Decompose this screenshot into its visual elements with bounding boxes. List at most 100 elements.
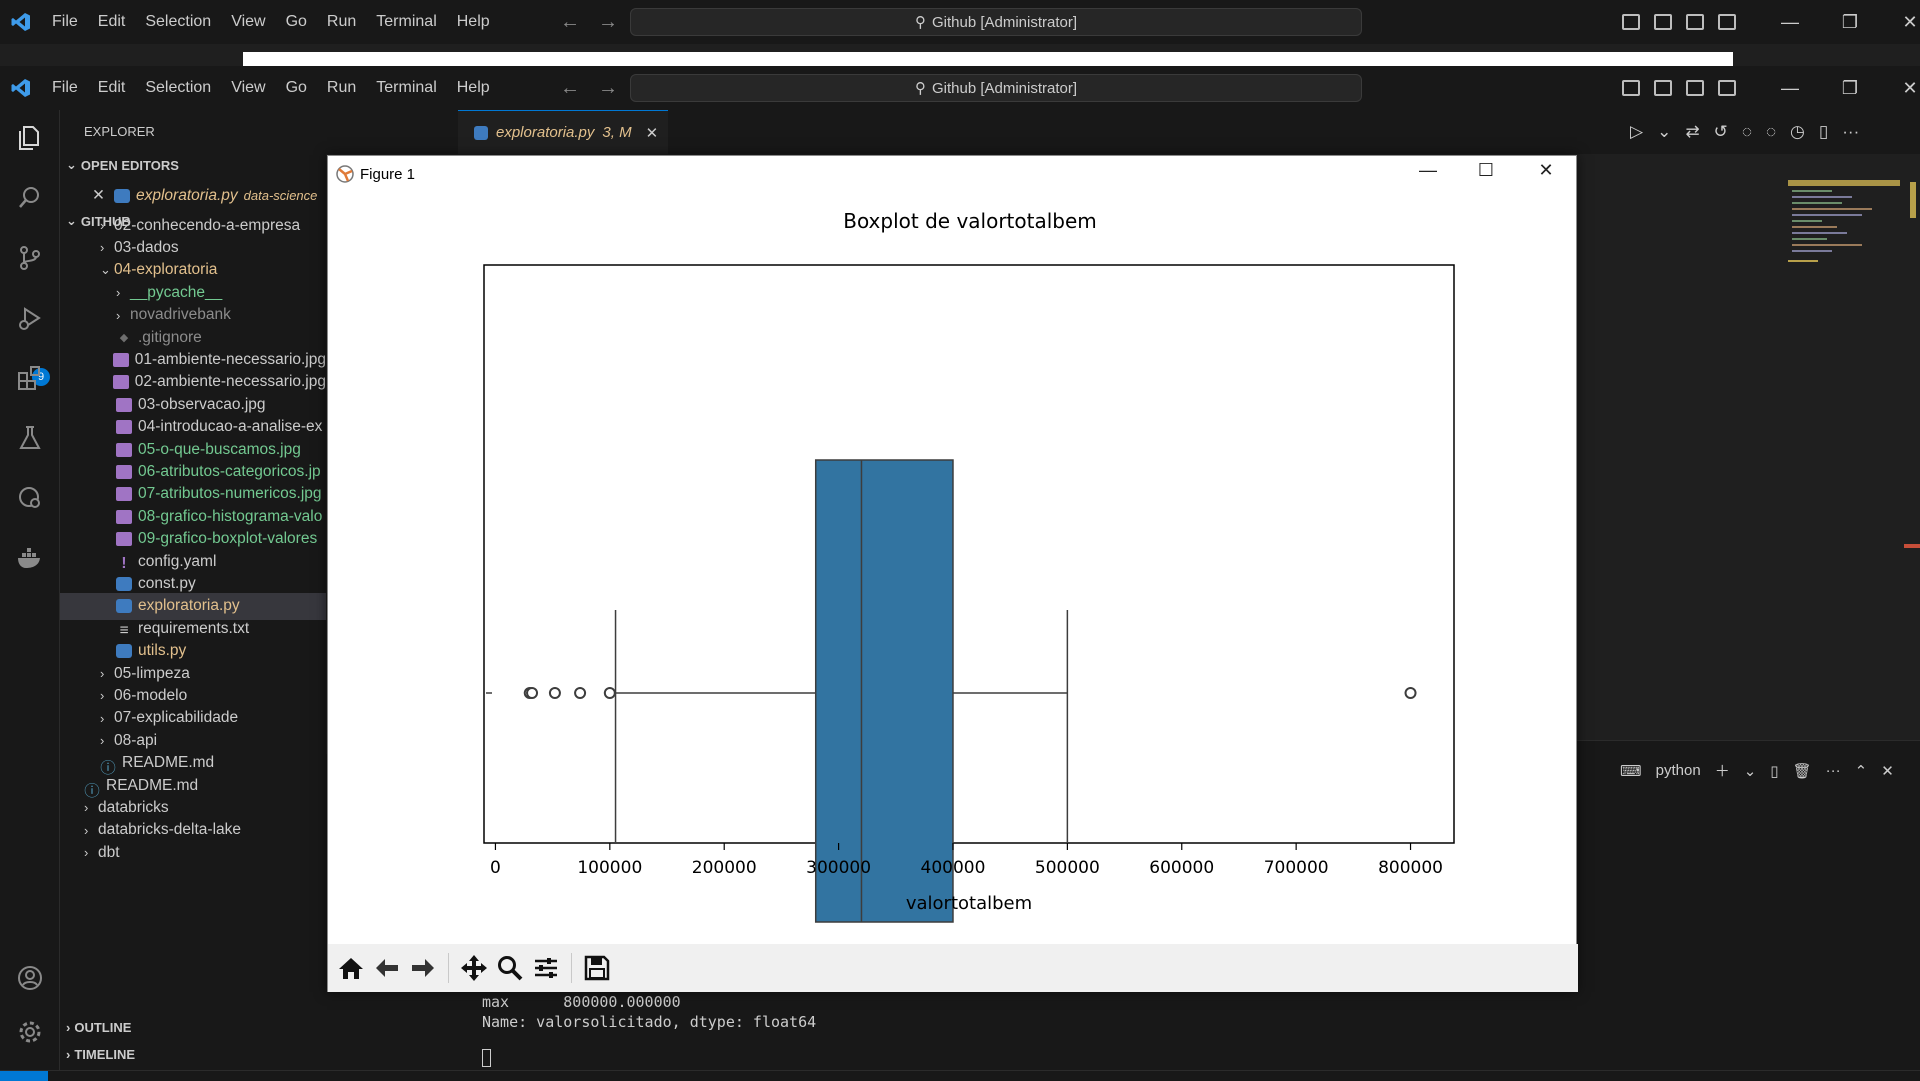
extensions-icon[interactable] (14, 362, 46, 394)
configure-subplots-icon[interactable] (531, 953, 561, 983)
menu-selection-bg[interactable]: Selection (145, 13, 212, 30)
menu-terminal[interactable]: Terminal (376, 79, 437, 96)
figure-close-icon[interactable]: ✕ (1538, 160, 1554, 180)
open-editors-section[interactable]: ⌄ OPEN EDITORS (60, 152, 326, 178)
maximize-panel-icon[interactable]: ⌃ (1854, 762, 1868, 780)
back-arrow-icon[interactable]: ← (560, 76, 580, 99)
menu-help-bg[interactable]: Help (456, 13, 490, 30)
docker-icon[interactable] (14, 542, 46, 574)
tree-file[interactable]: 09-grafico-boxplot-valores (60, 526, 326, 553)
settings-gear-icon[interactable] (14, 1016, 46, 1048)
git-next-icon[interactable]: ◌ (1765, 122, 1777, 141)
restore-icon[interactable]: ❐ (1841, 77, 1859, 98)
close-icon[interactable]: ✕ (1902, 11, 1918, 32)
github-section[interactable]: ⌄ GITHUB (60, 208, 326, 234)
tree-file[interactable]: 08-grafico-histograma-valo (60, 503, 326, 530)
tree-file[interactable]: ! config.yaml (60, 548, 326, 575)
new-terminal-icon[interactable]: ＋ (1714, 763, 1730, 780)
tree-file[interactable]: 04-introducao-a-analise-ex (60, 414, 326, 441)
remote-explorer-icon[interactable] (14, 482, 46, 514)
tree-folder[interactable]: › __pycache__ (60, 279, 326, 306)
tree-file[interactable]: ≡ requirements.txt (60, 615, 326, 642)
remote-indicator[interactable] (0, 1071, 48, 1081)
tree-folder[interactable]: › 06-modelo (60, 682, 326, 709)
close-icon[interactable]: ✕ (1902, 77, 1918, 98)
toggle-secondary-sidebar-icon[interactable] (1686, 80, 1704, 96)
tree-file[interactable]: ◆ .gitignore (60, 324, 326, 351)
menu-file-bg[interactable]: File (52, 13, 78, 30)
tab-exploratoria[interactable]: exploratoria.py 3, M ✕ (458, 110, 668, 154)
more-actions-icon[interactable]: ··· (1842, 122, 1860, 141)
tree-folder[interactable]: › 07-explicabilidade (60, 705, 326, 732)
zoom-icon[interactable] (495, 953, 525, 983)
testing-icon[interactable] (14, 422, 46, 454)
minimize-icon[interactable]: — (1781, 77, 1799, 98)
forward-arrow-icon[interactable] (408, 953, 438, 983)
panel-more-icon[interactable]: ··· (1825, 762, 1841, 779)
terminal-shell-name[interactable]: python (1655, 762, 1701, 779)
back-arrow-icon[interactable] (372, 953, 402, 983)
forward-arrow-icon[interactable]: → (598, 10, 618, 33)
open-editor-item[interactable]: ✕ exploratoria.py data-science (92, 182, 317, 209)
tree-file[interactable]: 03-observacao.jpg (60, 391, 326, 418)
menu-view-bg[interactable]: View (231, 13, 266, 30)
command-center[interactable]: ⚲ Github [Administrator] (630, 74, 1362, 102)
search-icon[interactable] (14, 182, 46, 214)
restore-icon[interactable]: ❐ (1841, 11, 1859, 32)
git-commit-icon[interactable]: ◌ (1741, 122, 1752, 141)
tree-folder[interactable]: › databricks (60, 794, 326, 821)
tree-file[interactable]: 01-ambiente-necessario.jpg (60, 346, 326, 373)
close-tab-icon[interactable]: ✕ (645, 124, 659, 142)
timeline-icon[interactable]: ◷ (1790, 122, 1805, 141)
menu-edit-bg[interactable]: Edit (97, 13, 126, 30)
menu-file[interactable]: File (52, 79, 78, 96)
menu-run[interactable]: Run (326, 79, 357, 96)
tree-file[interactable]: 02-ambiente-necessario.jpg (60, 369, 326, 396)
tree-file[interactable]: 05-o-que-buscamos.jpg (60, 436, 326, 463)
tree-file[interactable]: 07-atributos-numericos.jpg (60, 481, 326, 508)
figure-maximize-icon[interactable]: ☐ (1477, 160, 1495, 180)
menu-help[interactable]: Help (456, 79, 490, 96)
explorer-icon[interactable] (14, 122, 46, 154)
tree-folder[interactable]: › dbt (60, 839, 326, 866)
compare-changes-icon[interactable]: ⇄ (1685, 122, 1700, 141)
toggle-panel-icon[interactable] (1654, 80, 1672, 96)
revert-icon[interactable]: ↺ (1713, 122, 1728, 141)
tree-file[interactable]: ⓘ README.md (60, 772, 326, 800)
figure-minimize-icon[interactable]: — (1419, 160, 1437, 180)
tree-file[interactable]: 06-atributos-categoricos.jp (60, 458, 326, 485)
menu-terminal-bg[interactable]: Terminal (376, 13, 437, 30)
home-icon[interactable] (336, 953, 366, 983)
tree-folder[interactable]: › novadrivebank (60, 302, 326, 329)
run-dropdown-icon[interactable]: ⌄ (1657, 122, 1672, 141)
tree-file[interactable]: const.py (60, 570, 326, 597)
tree-file[interactable]: exploratoria.py (60, 592, 326, 620)
run-python-icon[interactable]: ▷ (1630, 122, 1644, 141)
customize-layout-icon[interactable] (1718, 14, 1736, 30)
toggle-panel-icon[interactable] (1654, 14, 1672, 30)
timeline-section[interactable]: › TIMELINE (60, 1041, 326, 1067)
tree-folder[interactable]: › 05-limpeza (60, 660, 326, 687)
close-panel-icon[interactable]: ✕ (1881, 762, 1894, 780)
outline-section[interactable]: › OUTLINE (60, 1014, 326, 1040)
tree-file[interactable]: ⓘ README.md (60, 750, 326, 777)
tree-folder[interactable]: › databricks-delta-lake (60, 817, 326, 844)
kill-terminal-icon[interactable]: 🗑 (1792, 762, 1812, 780)
minimize-icon[interactable]: — (1781, 11, 1799, 32)
save-figure-icon[interactable] (582, 953, 612, 983)
tree-folder[interactable]: ⌄ 04-exploratoria (60, 257, 326, 284)
menu-go[interactable]: Go (285, 79, 307, 96)
toggle-sidebar-icon[interactable] (1622, 80, 1640, 96)
menu-view[interactable]: View (231, 79, 266, 96)
forward-arrow-icon[interactable]: → (598, 76, 618, 99)
menu-edit[interactable]: Edit (97, 79, 126, 96)
command-center-bg[interactable]: ⚲ Github [Administrator] (630, 8, 1362, 36)
back-arrow-icon[interactable]: ← (560, 10, 580, 33)
close-editor-icon[interactable]: ✕ (92, 187, 105, 204)
customize-layout-icon[interactable] (1718, 80, 1736, 96)
toggle-sidebar-icon[interactable] (1622, 14, 1640, 30)
split-editor-icon[interactable]: ▯ (1818, 122, 1829, 141)
menu-run-bg[interactable]: Run (326, 13, 357, 30)
menu-go-bg[interactable]: Go (285, 13, 307, 30)
source-control-icon[interactable] (14, 242, 46, 274)
